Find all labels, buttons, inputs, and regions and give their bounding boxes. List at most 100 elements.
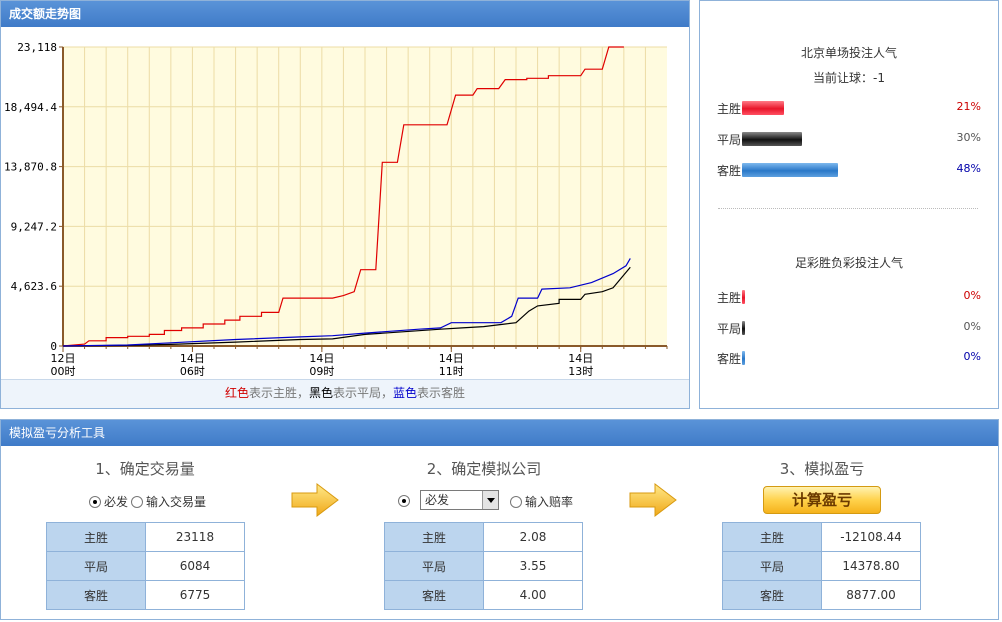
chevron-down-icon[interactable]	[482, 491, 498, 509]
step1-home-label: 主胜	[46, 522, 146, 552]
step3-result-table: 主胜 -12108.44 平局 14378.80 客胜 8877.00	[722, 522, 921, 610]
turnover-line-chart: 23,118 18,494.4 13,870.8 9,247.2 4,623.6 012日…	[4, 41, 668, 378]
step2-draw-value: 3.55	[483, 551, 583, 581]
y-tick-label: 18,494.4	[4, 101, 57, 114]
table-row: 平局 14378.80	[722, 551, 921, 581]
y-tick-label: 23,118	[17, 41, 57, 54]
x-tick-label: 09时	[309, 365, 334, 378]
step3-away-label: 客胜	[722, 580, 822, 610]
bjdc-draw-bar	[742, 132, 802, 146]
series-line-away	[62, 258, 631, 347]
tool-panel-title: 模拟盈亏分析工具	[1, 420, 998, 446]
bjdc-draw-pct: 30%	[956, 131, 981, 144]
step1-option-bifa[interactable]: 必发	[89, 493, 128, 510]
step2-input-label: 输入赔率	[525, 495, 574, 509]
step2-title: 2、确定模拟公司	[426, 460, 542, 478]
arrow-right-icon	[291, 483, 339, 517]
step1-draw-label: 平局	[46, 551, 146, 581]
y-tick-label: 0	[50, 340, 57, 353]
x-tick-label: 12日	[51, 352, 76, 365]
company-select-value: 必发	[425, 493, 450, 507]
step2-home-label: 主胜	[384, 522, 484, 552]
step2-odds-table: 主胜 2.08 平局 3.55 客胜 4.00	[384, 522, 583, 610]
step1-bifa-label: 必发	[104, 495, 129, 509]
zc-home-label: 主胜	[717, 291, 742, 305]
popularity-divider	[718, 208, 978, 209]
bjdc-handicap: 当前让球：-1	[813, 71, 885, 85]
bjdc-home-bar	[742, 101, 784, 115]
step3-draw-label: 平局	[722, 551, 822, 581]
profit-loss-tool-panel: 模拟盈亏分析工具 1、确定交易量 必发 输入交易量 主胜 23118 平局 6084…	[0, 419, 999, 620]
x-tick-label: 00时	[51, 365, 76, 378]
step2-input-radio[interactable]	[510, 495, 522, 508]
step1-input-radio[interactable]	[131, 495, 143, 508]
step3-away-value: 8877.00	[821, 580, 921, 610]
zc-home-pct: 0%	[963, 289, 981, 302]
table-row: 客胜 4.00	[384, 580, 583, 610]
step1-option-input-volume[interactable]: 输入交易量	[131, 493, 206, 510]
turnover-chart-panel: 成交额走势图 23,118 18,494.4 13,870.8 9,247.2 4,62…	[0, 0, 690, 409]
table-row: 主胜 23118	[46, 522, 245, 552]
step2-option-select[interactable]	[398, 493, 410, 507]
step1-volume-table: 主胜 23118 平局 6084 客胜 6775	[46, 522, 245, 610]
step1-bifa-radio[interactable]	[89, 495, 101, 508]
step2-select-radio[interactable]	[398, 494, 410, 507]
bjdc-title: 北京单场投注人气	[800, 46, 897, 60]
chart-legend: 红色表示主胜，黑色表示平局，蓝色表示客胜	[1, 379, 689, 408]
step1-away-label: 客胜	[46, 580, 146, 610]
x-tick-label: 14日	[439, 352, 464, 365]
x-tick-label: 14日	[180, 352, 205, 365]
zc-away-pct: 0%	[963, 350, 981, 363]
legend-black-label: 黑色	[308, 386, 333, 400]
x-tick-label: 14日	[309, 352, 334, 365]
legend-blue-label: 蓝色	[393, 386, 418, 400]
chart-panel-title: 成交额走势图	[1, 1, 689, 27]
zc-draw-bar	[742, 321, 745, 335]
step2-away-label: 客胜	[384, 580, 484, 610]
betting-popularity-panel: 北京单场投注人气 当前让球：-1 主胜 21% 平局 30% 客胜 48% 足彩…	[699, 0, 999, 409]
zc-draw-pct: 0%	[963, 320, 981, 333]
step3-draw-value: 14378.80	[821, 551, 921, 581]
x-tick-label: 13时	[568, 365, 593, 378]
zc-row-away: 客胜 0%	[717, 348, 981, 366]
step3-home-label: 主胜	[722, 522, 822, 552]
zc-away-label: 客胜	[717, 352, 742, 366]
bjdc-row-away: 客胜 48%	[717, 160, 981, 178]
y-tick-label: 4,623.6	[11, 280, 57, 293]
x-tick-label: 14日	[568, 352, 593, 365]
table-row: 平局 6084	[46, 551, 245, 581]
zc-title: 足彩胜负彩投注人气	[794, 256, 903, 270]
series-line-home	[62, 46, 624, 347]
table-row: 主胜 2.08	[384, 522, 583, 552]
step2-home-value: 2.08	[483, 522, 583, 552]
step2-option-input-odds[interactable]: 输入赔率	[510, 493, 573, 510]
table-row: 客胜 8877.00	[722, 580, 921, 610]
step1-away-value: 6775	[145, 580, 245, 610]
step1-home-value: 23118	[145, 522, 245, 552]
y-tick-label: 9,247.2	[11, 220, 57, 233]
bjdc-away-bar	[742, 163, 838, 177]
zc-home-bar	[742, 290, 745, 304]
bjdc-home-pct: 21%	[956, 100, 981, 113]
legend-blue-text: 表示客胜	[417, 386, 466, 400]
zc-row-home: 主胜 0%	[717, 287, 981, 305]
calculate-profit-loss-button[interactable]: 计算盈亏	[763, 486, 881, 514]
step1-input-label: 输入交易量	[146, 495, 207, 509]
arrow-right-icon	[629, 483, 677, 517]
legend-red-label: 红色	[224, 386, 249, 400]
bjdc-row-home: 主胜 21%	[717, 98, 981, 116]
company-select[interactable]: 必发	[420, 490, 499, 510]
step3-title: 3、模拟盈亏	[779, 460, 865, 478]
legend-black-text: 表示平局，	[333, 386, 394, 400]
step2-draw-label: 平局	[384, 551, 484, 581]
zc-row-draw: 平局 0%	[717, 318, 981, 336]
zc-away-bar	[742, 351, 745, 365]
bjdc-draw-label: 平局	[717, 133, 742, 147]
step1-draw-value: 6084	[145, 551, 245, 581]
legend-red-text: 表示主胜，	[248, 386, 309, 400]
x-tick-label: 11时	[439, 365, 464, 378]
bjdc-away-label: 客胜	[717, 164, 742, 178]
bjdc-home-label: 主胜	[717, 102, 742, 116]
y-tick-label: 13,870.8	[4, 161, 57, 174]
bjdc-away-pct: 48%	[956, 162, 981, 175]
